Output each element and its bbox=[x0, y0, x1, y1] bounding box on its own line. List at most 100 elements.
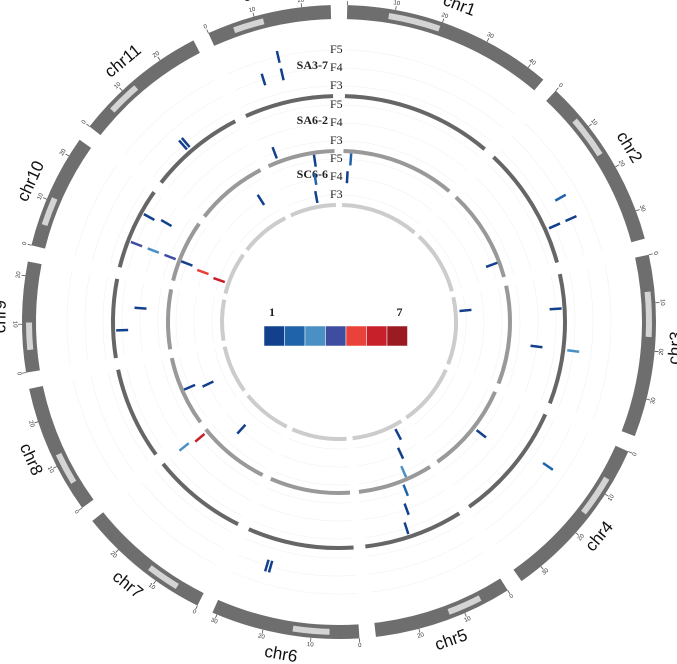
legend-swatch bbox=[366, 325, 388, 347]
row-label: F5 bbox=[330, 97, 343, 111]
segment bbox=[260, 73, 267, 86]
tick-label: 10 bbox=[464, 616, 473, 624]
tick-label: 0 bbox=[22, 241, 29, 246]
tick-label: 30 bbox=[210, 617, 219, 625]
row-guide bbox=[346, 49, 515, 115]
row-guide bbox=[237, 554, 356, 577]
tick-label: 0 bbox=[346, 0, 350, 2]
track-ring bbox=[289, 203, 337, 218]
tick-mark bbox=[195, 605, 198, 610]
segment bbox=[267, 560, 274, 573]
row-label: F3 bbox=[330, 78, 343, 92]
row-guide bbox=[214, 348, 237, 397]
tick-label: 20 bbox=[152, 50, 161, 59]
row-guide bbox=[211, 297, 215, 343]
track-ring bbox=[417, 235, 454, 292]
row-guide bbox=[273, 471, 350, 486]
track-ring bbox=[344, 94, 486, 151]
segment bbox=[349, 153, 353, 166]
row-guide bbox=[343, 158, 445, 198]
track-ring bbox=[223, 253, 245, 295]
track-ring bbox=[169, 357, 203, 424]
tick-mark bbox=[34, 421, 39, 424]
tick-mark bbox=[635, 209, 640, 212]
tick-label: 0 bbox=[203, 24, 209, 31]
tick-mark bbox=[42, 197, 47, 200]
track-ring bbox=[267, 149, 335, 169]
chromosome-band bbox=[572, 118, 603, 157]
row-guide bbox=[495, 432, 588, 545]
tick-label: 10 bbox=[589, 118, 598, 127]
track-ring bbox=[245, 216, 287, 252]
row-guide bbox=[344, 104, 480, 157]
track-ring bbox=[204, 428, 264, 477]
chromosome-ideogram bbox=[621, 254, 656, 437]
tick-mark bbox=[115, 549, 119, 553]
row-guide bbox=[230, 571, 357, 595]
segment bbox=[400, 465, 408, 478]
row-guide bbox=[541, 275, 557, 401]
row-guide bbox=[368, 536, 475, 575]
tick-label: 0 bbox=[73, 509, 80, 516]
tick-mark bbox=[65, 153, 70, 157]
tick-mark bbox=[119, 87, 123, 91]
row-guide bbox=[355, 444, 417, 467]
row-guide bbox=[196, 352, 222, 408]
row-guide bbox=[197, 435, 259, 485]
tick-label: 0 bbox=[358, 643, 362, 649]
tick-label: 10 bbox=[607, 493, 616, 502]
tick-mark bbox=[604, 493, 609, 497]
track-ring bbox=[269, 476, 351, 495]
segment bbox=[160, 218, 173, 228]
row-guide bbox=[238, 208, 281, 244]
row-guide bbox=[592, 264, 612, 421]
tick-label: 20 bbox=[257, 633, 266, 641]
row-guide bbox=[239, 401, 283, 436]
track-ring bbox=[222, 346, 246, 392]
segment bbox=[548, 222, 561, 230]
row-guide bbox=[575, 268, 594, 414]
segment bbox=[194, 432, 206, 443]
track-ring bbox=[365, 511, 461, 549]
segment bbox=[542, 461, 554, 471]
row-label: F5 bbox=[330, 42, 343, 56]
chromosome-band bbox=[110, 85, 139, 113]
row-guide bbox=[155, 469, 234, 534]
segment bbox=[394, 428, 403, 441]
row-guide bbox=[169, 458, 243, 517]
row-label: F4 bbox=[330, 115, 343, 129]
tick-label: 20 bbox=[16, 270, 23, 278]
segment bbox=[554, 193, 567, 202]
segment bbox=[213, 276, 226, 284]
segment bbox=[236, 423, 247, 435]
segment bbox=[180, 137, 191, 148]
chromosome-ideogram bbox=[212, 599, 360, 639]
segment bbox=[147, 247, 160, 254]
row-guide bbox=[345, 67, 503, 129]
row-guide bbox=[256, 122, 334, 141]
tick-label: 30 bbox=[638, 204, 646, 213]
chromosome-band bbox=[55, 452, 77, 484]
tick-label: 30 bbox=[486, 32, 495, 41]
tick-mark bbox=[628, 451, 633, 454]
segment bbox=[178, 442, 190, 452]
tick-mark bbox=[261, 629, 264, 634]
row-guide bbox=[74, 165, 117, 257]
tick-label: 20 bbox=[417, 632, 426, 640]
tick-label: 20 bbox=[109, 551, 118, 560]
row-guide bbox=[432, 388, 489, 456]
segment bbox=[396, 447, 405, 460]
row-guide bbox=[362, 490, 446, 520]
row-guide bbox=[524, 279, 539, 394]
tick-label: 0 bbox=[509, 593, 516, 600]
row-guide bbox=[108, 371, 149, 461]
row-guide bbox=[490, 287, 503, 381]
track-ring bbox=[202, 168, 262, 218]
row-guide bbox=[507, 283, 521, 388]
row-guide bbox=[286, 194, 336, 207]
row-guide bbox=[224, 192, 273, 233]
row-guide bbox=[353, 429, 407, 449]
row-guide bbox=[145, 207, 177, 274]
row-guide bbox=[411, 373, 456, 427]
